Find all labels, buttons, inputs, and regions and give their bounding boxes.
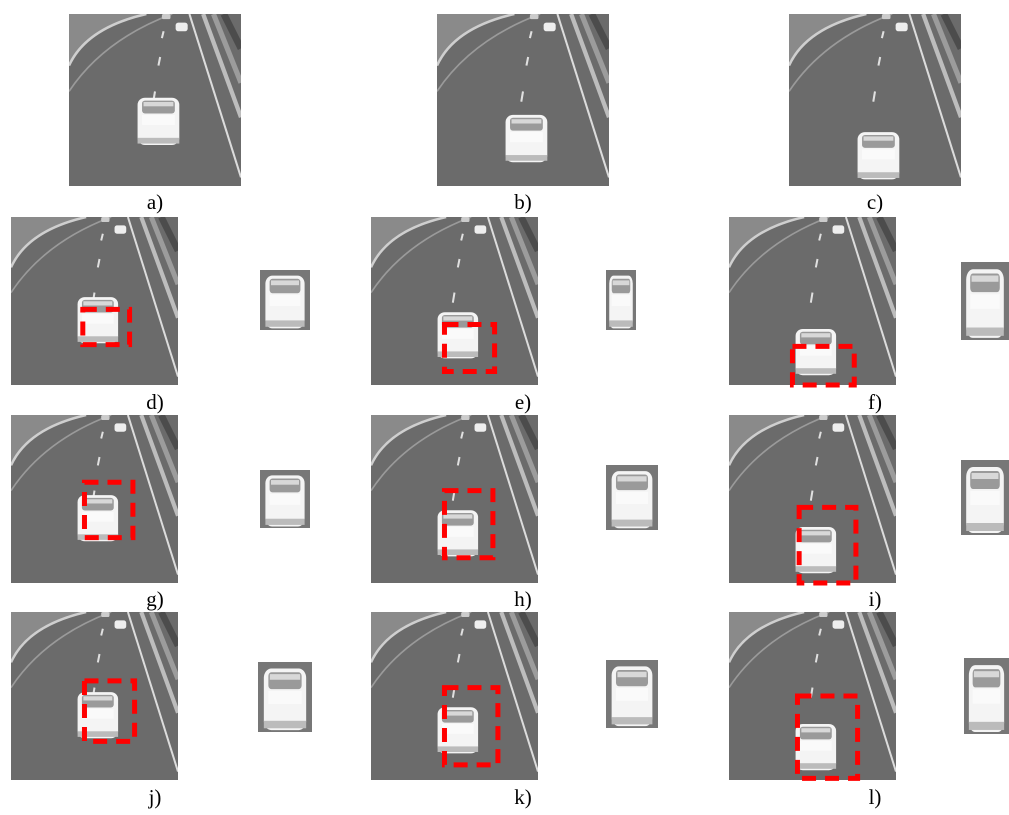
road-image: [371, 217, 538, 385]
car: [796, 724, 837, 770]
panel-label: b): [514, 190, 532, 214]
panel: e): [371, 217, 636, 414]
car: [858, 132, 900, 179]
crop-car: [966, 467, 1004, 533]
panel: h): [371, 415, 658, 611]
panel-label: g): [146, 587, 164, 611]
panel-label: l): [869, 785, 882, 809]
panel-label: f): [868, 390, 882, 414]
crop-car: [612, 666, 653, 726]
panel: g): [11, 415, 310, 611]
road-image: [371, 612, 538, 780]
panel: j): [11, 612, 312, 809]
car: [506, 115, 548, 162]
panel: k): [371, 612, 658, 809]
panel-label: h): [514, 587, 532, 611]
panel: l): [729, 612, 1009, 809]
crop-car: [609, 276, 633, 329]
crop-car: [265, 276, 304, 329]
road-image: [371, 415, 538, 583]
panel: b): [437, 14, 609, 214]
crop-car: [966, 269, 1004, 338]
car: [138, 98, 180, 145]
panel-label: d): [146, 390, 164, 414]
car: [796, 527, 837, 573]
crop-car: [969, 665, 1004, 732]
car: [78, 297, 119, 343]
panel: d): [11, 217, 310, 414]
panel-label: c): [867, 190, 883, 214]
panel: a): [69, 14, 241, 214]
panel-label: a): [147, 190, 163, 214]
panel-label: i): [869, 587, 882, 611]
panel: c): [789, 14, 961, 214]
car: [796, 329, 837, 375]
panel-label: j): [148, 785, 162, 809]
crop-car: [264, 669, 306, 731]
panel: i): [729, 415, 1009, 611]
panel-label: k): [514, 785, 532, 809]
figure: a) b) c) d) e) f) g) h) i) j) k) l): [0, 0, 1009, 810]
crop-car: [612, 471, 653, 528]
panel: f): [729, 217, 1009, 414]
crop-car: [265, 475, 304, 526]
panel-label: e): [515, 390, 531, 414]
